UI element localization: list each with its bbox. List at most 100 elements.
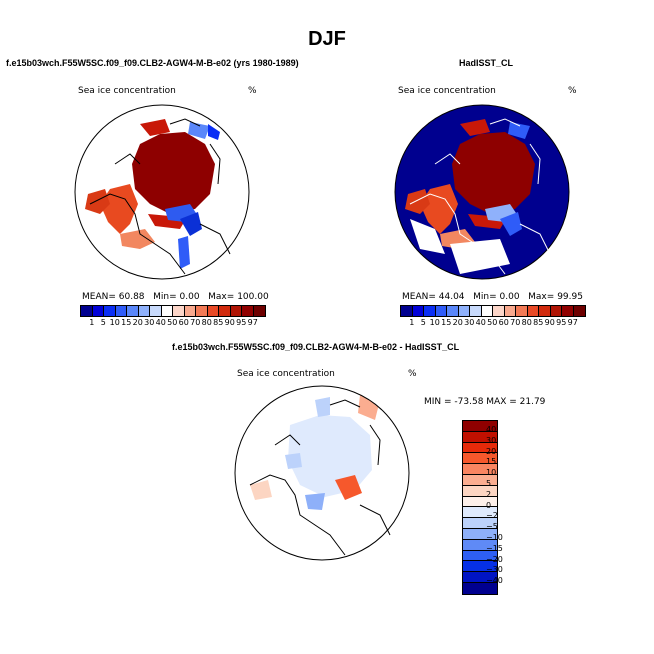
colorbar-swatch [230,306,242,316]
right-field-label: Sea ice concentration [398,86,496,96]
colorbar-tick-label: 30 [464,318,475,327]
colorbar-swatch [253,306,265,316]
diff-colorbar-swatch [463,442,497,454]
colorbar-tick-label: 5 [100,318,106,327]
left-colorbar [80,305,266,317]
colorbar-swatch [161,306,173,316]
diff-colorbar-tick-label: −10 [486,532,503,542]
diff-colorbar-tick-label: 2 [486,489,492,499]
colorbar-tick-label: 40 [155,318,166,327]
diff-colorbar-swatch [463,572,497,583]
diff-colorbar-tick-label: −15 [486,543,503,553]
diff-colorbar-tick-label: −30 [486,565,503,575]
colorbar-swatch [458,306,470,316]
colorbar-tick-label: 90 [544,318,555,327]
colorbar-swatch [424,306,436,316]
diff-colorbar-tick-label: 30 [486,435,497,445]
colorbar-tick-label: 5 [420,318,426,327]
colorbar-tick-label: 70 [510,318,521,327]
left-polar-map [74,104,250,280]
colorbar-swatch [92,306,104,316]
colorbar-tick-label: 10 [109,318,120,327]
colorbar-swatch [493,306,505,316]
right-colorbar-ticks: 1 5 10 15 20 30 40 50 60 70 80 85 90 95 97 [406,318,579,327]
diff-colorbar-tick-label: −2 [486,511,498,521]
diff-colorbar-tick-label: 40 [486,425,497,434]
colorbar-tick-label: 1 [89,318,95,327]
colorbar-tick-label: 20 [452,318,463,327]
left-stats: MEAN= 60.88 Min= 0.00 Max= 100.00 [82,292,269,302]
diff-colorbar-tick-label: 20 [486,446,497,456]
colorbar-swatch [196,306,208,316]
colorbar-tick-label: 40 [475,318,486,327]
colorbar-swatch [207,306,219,316]
diff-colorbar-tick-label: 0 [486,500,492,510]
right-stats: MEAN= 44.04 Min= 0.00 Max= 99.95 [402,292,583,302]
colorbar-swatch [104,306,116,316]
diff-colorbar-swatch [463,474,497,486]
diff-colorbar-swatch [463,561,497,573]
colorbar-swatch [242,306,254,316]
diff-colorbar [462,420,498,595]
colorbar-tick-label: 90 [224,318,235,327]
diff-colorbar-ticks: 40 30 20 15 10 5 2 0 −2 −5 −10 −15 −20 −30 −40 [486,425,503,587]
left-field-label: Sea ice concentration [78,86,176,96]
colorbar-tick-label: 1 [409,318,415,327]
colorbar-tick-label: 97 [247,318,258,327]
colorbar-tick-label: 60 [178,318,189,327]
diff-panel-header: f.e15b03wch.F55W5SC.f09_f09.CLB2-AGW4-M-… [172,342,460,352]
diff-colorbar-swatch [463,550,497,562]
diff-polar-map [234,385,410,561]
colorbar-swatch [447,306,459,316]
diff-colorbar-tick-label: 10 [486,468,497,478]
diff-colorbar-tick-label: −5 [486,522,498,532]
colorbar-swatch [150,306,162,316]
colorbar-tick-label: 85 [533,318,544,327]
right-unit-label: % [568,86,577,96]
colorbar-swatch [539,306,551,316]
colorbar-swatch [115,306,127,316]
diff-colorbar-swatch [463,496,497,508]
diff-colorbar-swatch [463,421,497,432]
diff-unit-label: % [408,369,417,379]
diff-colorbar-swatch [463,518,497,529]
colorbar-swatch [81,306,93,316]
colorbar-swatch [573,306,585,316]
colorbar-tick-label: 15 [121,318,132,327]
left-unit-label: % [248,86,257,96]
colorbar-swatch [550,306,562,316]
diff-colorbar-tick-label: 5 [486,478,492,488]
colorbar-tick-label: 20 [132,318,143,327]
colorbar-swatch [516,306,528,316]
diff-colorbar-swatch [463,464,497,475]
diff-colorbar-swatch [463,431,497,443]
colorbar-tick-label: 50 [487,318,498,327]
colorbar-tick-label: 50 [167,318,178,327]
colorbar-swatch [401,306,413,316]
colorbar-swatch [504,306,516,316]
colorbar-tick-label: 95 [556,318,567,327]
colorbar-tick-label: 70 [190,318,201,327]
diff-colorbar-swatch [463,528,497,540]
colorbar-tick-label: 80 [521,318,532,327]
colorbar-tick-label: 85 [213,318,224,327]
colorbar-swatch [173,306,185,316]
diff-colorbar-swatch [463,582,497,594]
right-panel-header: HadISST_CL [459,58,514,68]
colorbar-swatch [138,306,150,316]
diff-colorbar-swatch [463,507,497,519]
right-colorbar [400,305,586,317]
left-panel-header: f.e15b03wch.F55W5SC.f09_f09.CLB2-AGW4-M-… [6,58,299,68]
page-title: DJF [308,28,346,50]
diff-minmax: MIN = -73.58 MAX = 21.79 [424,397,546,407]
left-colorbar-ticks: 1 5 10 15 20 30 40 50 60 70 80 85 90 95 97 [86,318,259,327]
diff-colorbar-tick-label: −20 [486,554,503,564]
colorbar-tick-label: 10 [429,318,440,327]
diff-field-label: Sea ice concentration [237,369,335,379]
colorbar-swatch [481,306,493,316]
colorbar-swatch [527,306,539,316]
colorbar-swatch [412,306,424,316]
colorbar-swatch [184,306,196,316]
colorbar-swatch [435,306,447,316]
diff-colorbar-tick-label: −40 [486,576,503,586]
